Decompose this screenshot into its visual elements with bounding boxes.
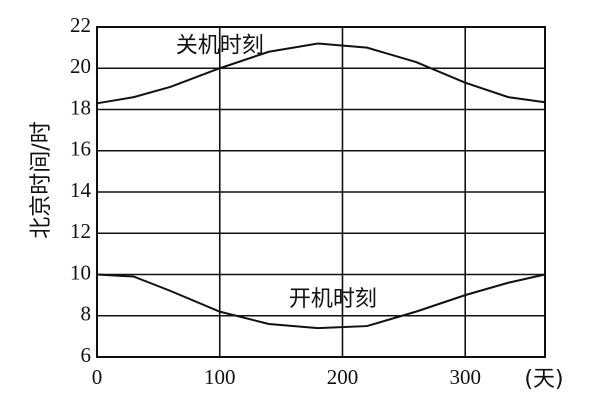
y-tick-label: 6 xyxy=(81,343,92,367)
y-tick-label: 18 xyxy=(70,95,91,119)
y-tick-label: 8 xyxy=(81,302,92,326)
x-tick-label: 0 xyxy=(92,365,103,389)
x-tick-label: 100 xyxy=(204,365,236,389)
series-label: 关机时刻 xyxy=(176,33,264,58)
x-tick-label: 200 xyxy=(327,365,359,389)
series-label: 开机时刻 xyxy=(289,287,377,312)
y-tick-label: 14 xyxy=(70,178,92,202)
y-tick-label: 10 xyxy=(70,260,91,284)
x-unit-label: (天) xyxy=(524,367,563,392)
x-tick-label: 300 xyxy=(449,365,481,389)
y-axis-label: 北京时间/时 xyxy=(29,121,54,238)
y-tick-label: 20 xyxy=(70,54,91,78)
y-tick-label: 16 xyxy=(70,137,91,161)
y-tick-label: 22 xyxy=(70,13,91,37)
y-tick-label: 12 xyxy=(70,219,91,243)
series-line xyxy=(96,273,546,330)
series-line xyxy=(96,42,546,105)
